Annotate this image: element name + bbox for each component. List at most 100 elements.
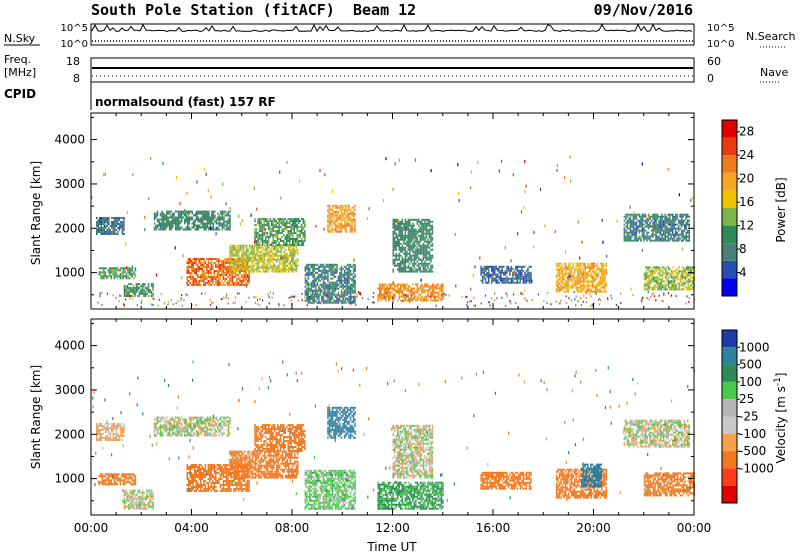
heatmap-cell: [346, 273, 349, 276]
heatmap-cell: [241, 246, 243, 249]
heatmap-cell: [584, 262, 587, 265]
heatmap-cell: [494, 279, 496, 282]
heatmap-cell: [299, 240, 302, 242]
heatmap-cell: [188, 228, 191, 231]
heatmap-cell: [431, 226, 434, 229]
heatmap-cell: [664, 219, 666, 222]
heatmap-cell: [558, 264, 561, 267]
heatmap-cell: [222, 264, 225, 266]
heatmap-cell: [421, 262, 423, 265]
heatmap-cell: [292, 258, 295, 261]
heatmap-cell: [231, 283, 234, 286]
heatmap-cell: [287, 236, 290, 239]
heatmap-cell: [648, 274, 650, 277]
heatmap-cell: [676, 239, 678, 242]
heatmap-cell: [407, 224, 410, 227]
heatmap-cell: [185, 220, 188, 223]
heatmap-cell: [655, 282, 658, 285]
heatmap-cell: [263, 248, 266, 251]
heatmap-cell: [658, 266, 661, 269]
heatmap-cell: [150, 293, 153, 295]
heatmap-cell: [418, 218, 420, 221]
heatmap-cell: [334, 228, 337, 231]
heatmap-cell: [635, 221, 638, 224]
heatmap-cell: [632, 233, 635, 236]
heatmap-cell: [516, 277, 519, 280]
heatmap-cell: [421, 270, 423, 273]
heatmap-cell: [561, 264, 564, 267]
heatmap-cell: [177, 216, 180, 219]
heatmap-cell: [235, 258, 237, 261]
heatmap-cell: [239, 266, 242, 269]
heatmap-cell: [272, 252, 275, 255]
heatmap-cell: [233, 264, 235, 266]
heatmap-cell: [232, 264, 234, 267]
heatmap-cell: [283, 220, 285, 223]
heatmap-cell: [413, 264, 416, 267]
heatmap-cell: [313, 275, 316, 278]
heatmap-cell: [281, 266, 284, 269]
heatmap-cell: [404, 234, 407, 237]
heatmap-cell: [346, 299, 349, 302]
heatmap-cell: [522, 277, 525, 280]
heatmap-cell: [605, 290, 608, 293]
heatmap-cell: [318, 279, 320, 282]
heatmap-cell: [270, 234, 273, 237]
heatmap-cell: [416, 297, 419, 300]
heatmap-cell: [207, 272, 210, 274]
heatmap-cell: [530, 279, 532, 282]
heatmap-cell: [184, 228, 186, 231]
heatmap-cell: [348, 206, 350, 209]
heatmap-cell: [244, 250, 246, 253]
heatmap-cell: [144, 293, 147, 295]
heatmap-cell: [291, 270, 293, 273]
heatmap-cell: [598, 268, 600, 271]
heatmap-cell: [558, 288, 561, 291]
heatmap-cell: [244, 258, 246, 261]
heatmap-cell: [635, 231, 638, 234]
heatmap-cell: [392, 242, 395, 245]
heatmap-cell: [286, 226, 288, 229]
heatmap-cell: [161, 212, 163, 215]
heatmap-cell: [141, 283, 144, 286]
heatmap-cell: [162, 228, 165, 231]
heatmap-cell: [108, 221, 110, 223]
heatmap-cell: [159, 226, 162, 229]
heatmap-cell: [134, 273, 137, 276]
heatmap-cell: [434, 287, 437, 290]
heatmap-cell: [220, 216, 222, 219]
heatmap-cell: [430, 293, 432, 296]
heatmap-cell: [191, 226, 194, 229]
heatmap-cell: [623, 219, 626, 222]
heatmap-cell: [592, 274, 594, 277]
heatmap-cell: [351, 283, 353, 286]
heatmap-cell: [337, 277, 340, 280]
heatmap-cell: [352, 212, 355, 215]
heatmap-cell: [161, 218, 163, 221]
heatmap-cell: [201, 274, 204, 276]
heatmap-cell: [662, 225, 665, 228]
heatmap-cell: [419, 266, 422, 269]
heatmap-cell: [222, 266, 225, 268]
heatmap-cell: [235, 262, 237, 265]
heatmap-cell: [260, 226, 262, 229]
heatmap-cell: [277, 266, 279, 269]
heatmap-cell: [345, 228, 347, 231]
heatmap-cell: [233, 283, 235, 286]
heatmap-cell: [527, 271, 529, 274]
heatmap-cell: [586, 280, 588, 283]
heatmap-cell: [339, 279, 341, 282]
heatmap-cell: [236, 250, 239, 253]
heatmap-cell: [398, 262, 401, 265]
heatmap-cell: [579, 270, 582, 273]
heatmap-cell: [687, 288, 690, 291]
heatmap-cell: [342, 287, 344, 290]
heatmap-cell: [275, 254, 278, 257]
heatmap-cell: [99, 221, 101, 223]
heatmap-cell: [349, 293, 352, 296]
heatmap-cell: [410, 244, 413, 247]
heatmap-cell: [403, 258, 405, 261]
heatmap-cell: [133, 271, 135, 274]
heatmap-cell: [389, 283, 392, 286]
heatmap-cell: [590, 290, 593, 293]
